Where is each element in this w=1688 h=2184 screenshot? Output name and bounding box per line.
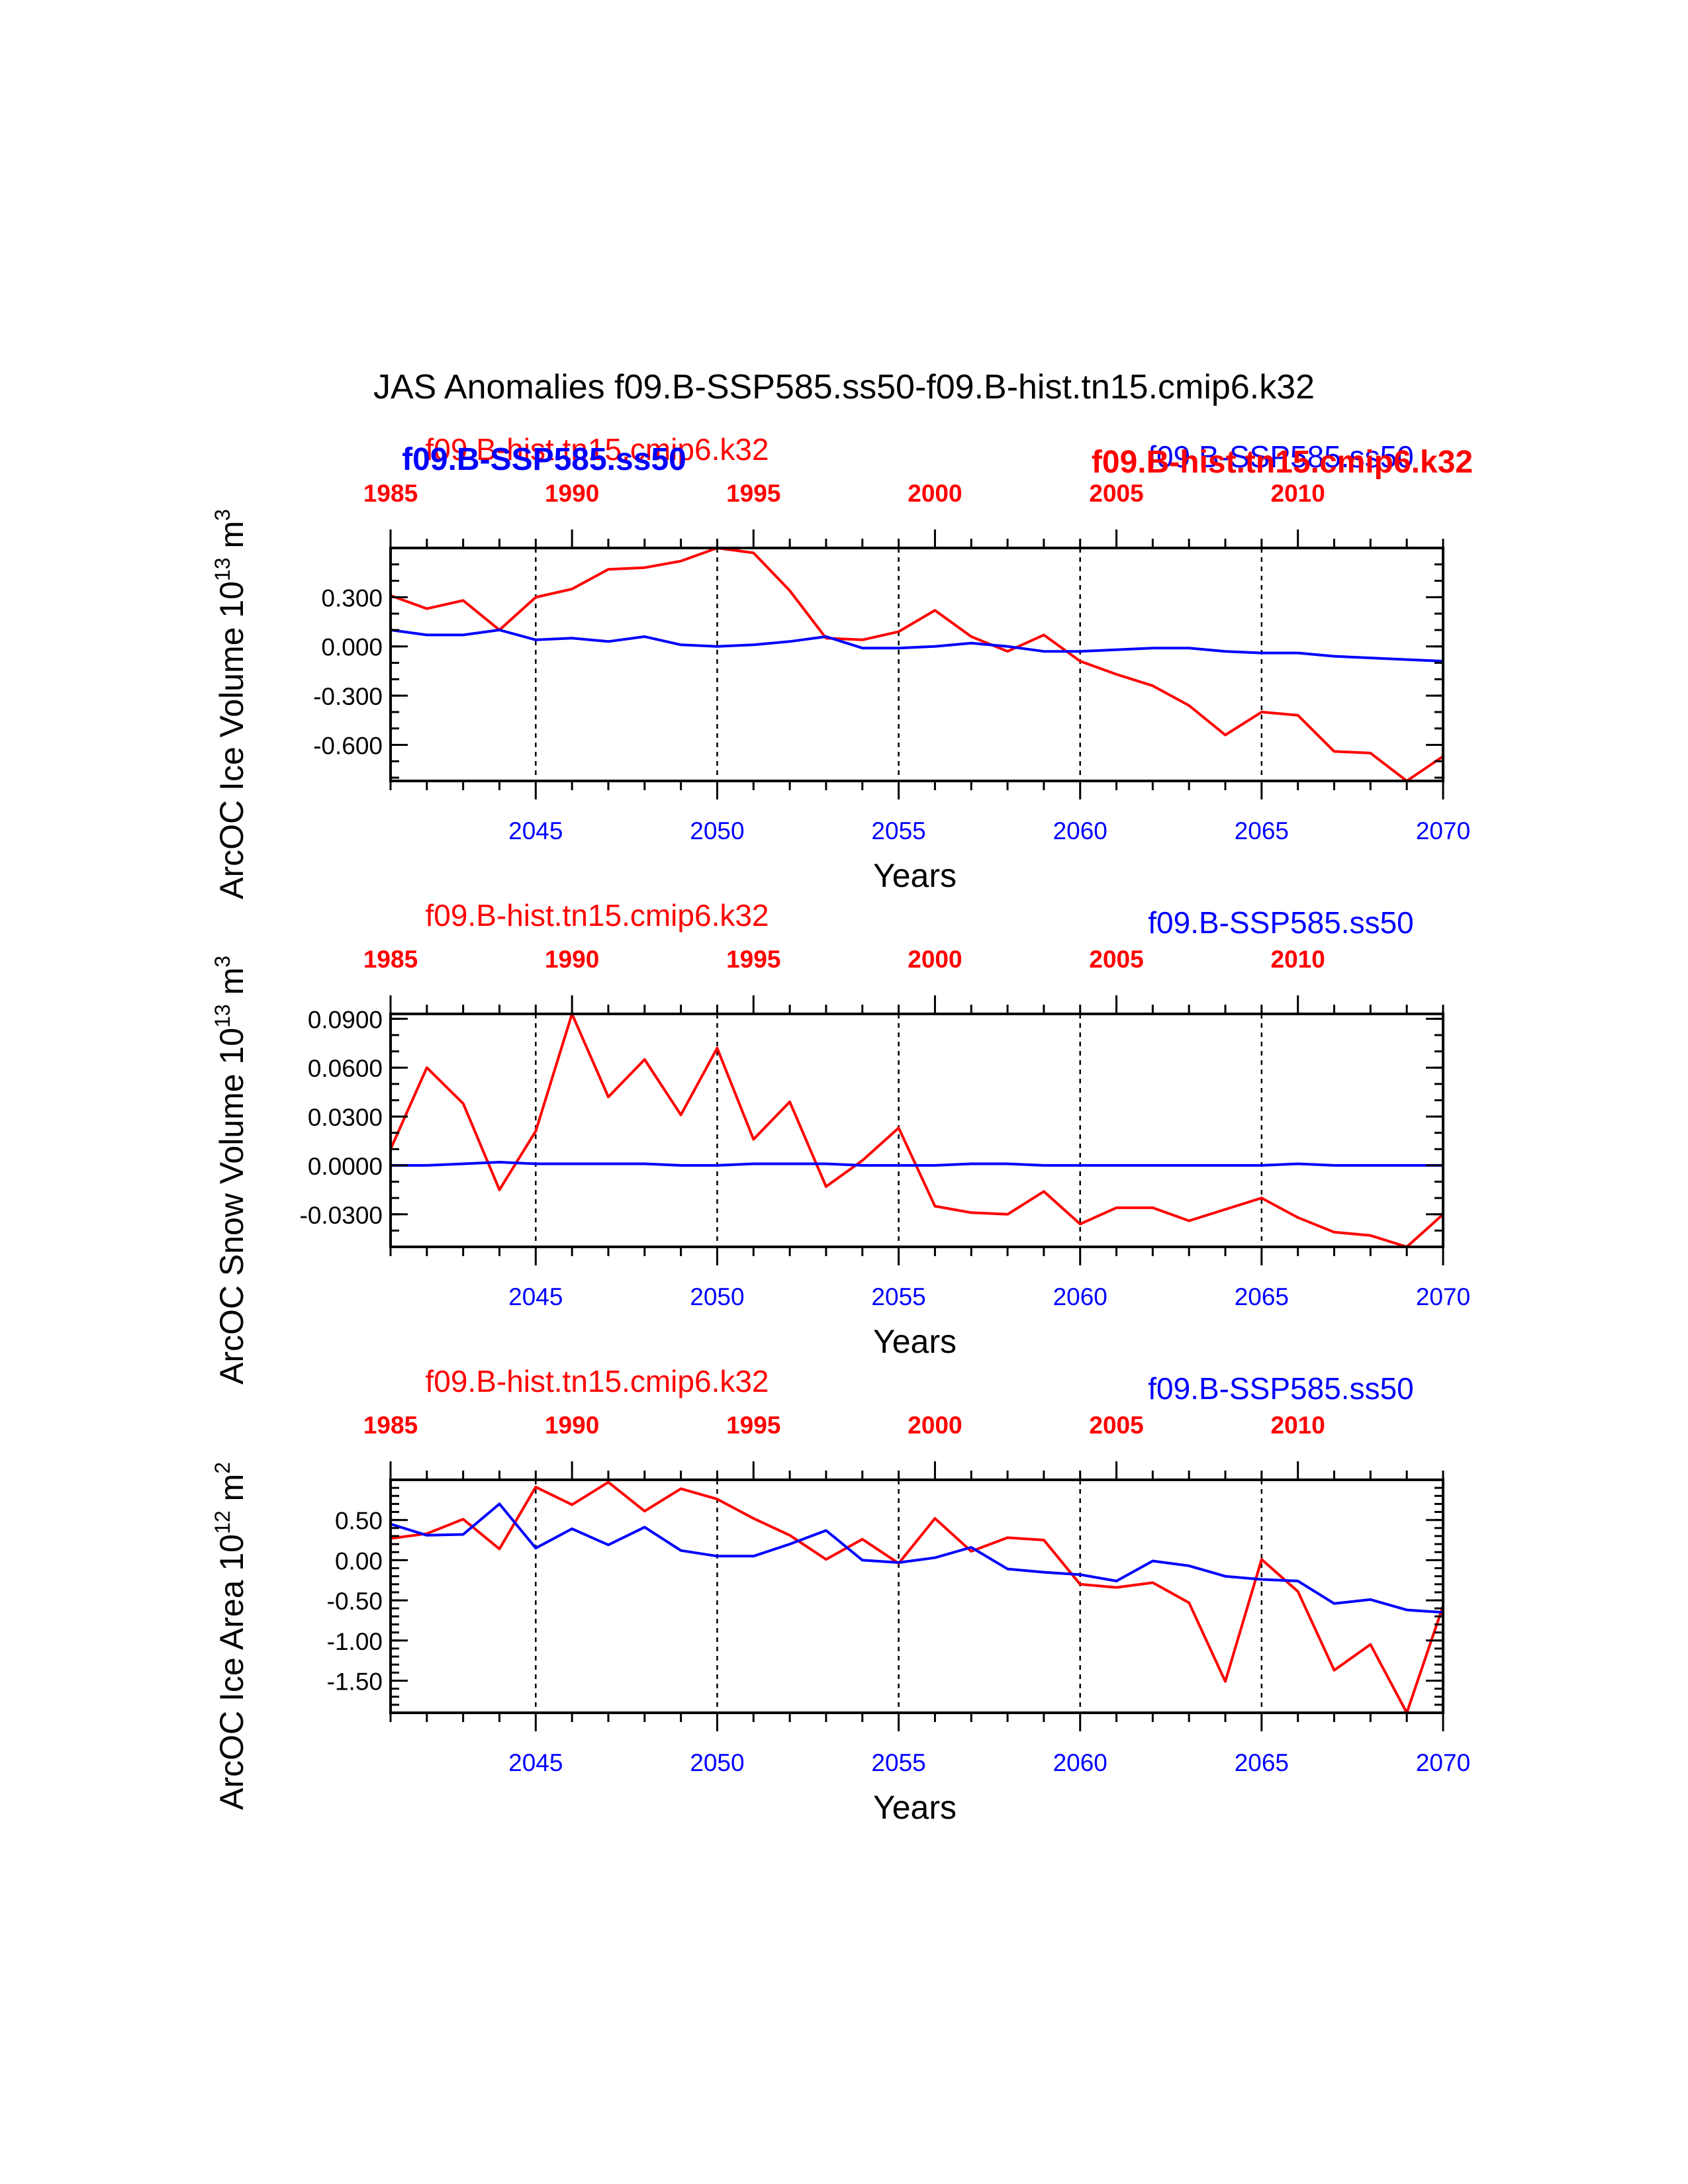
x-tick-label-bottom: 2055	[871, 1749, 925, 1776]
y-tick-label: 0.0300	[308, 1104, 383, 1131]
x-tick-label-top: 2005	[1089, 480, 1143, 507]
plot-frame	[389, 547, 1444, 782]
x-tick-label-bottom: 2050	[690, 1283, 744, 1310]
panel-3: 0.50 0.00 -0.50 -1.00 -1.50 2045 2050 2055 2060 2…	[211, 1364, 1470, 1826]
series-line-hist	[389, 1013, 1444, 1248]
panels: 0.300 0.000 -0.300 -0.600 2045 2050 2055 2060 20…	[211, 432, 1473, 1826]
top-label-ssp: f09.B-SSP585.ss50	[1148, 905, 1413, 940]
x-tick-label-bottom: 2055	[871, 1283, 925, 1310]
y-tick-label: 0.00	[335, 1547, 383, 1574]
x-tick-label-top: 1985	[363, 1412, 418, 1439]
x-tick-label-bottom: 2065	[1235, 1749, 1289, 1776]
y-axis-label: ArcOC Ice Volume 1013 m3	[211, 509, 250, 899]
top-label-hist: f09.B-hist.tn15.cmip6.k32	[425, 1364, 769, 1398]
top-label-ssp: f09.B-SSP585.ss50	[1148, 1371, 1413, 1406]
x-tick-label-top: 1990	[545, 480, 599, 507]
y-tick-label: -1.50	[327, 1668, 383, 1695]
series-line-ssp	[390, 1502, 1444, 1614]
x-tick-label-top: 1985	[363, 946, 418, 973]
y-tick-label: 0.0600	[308, 1055, 383, 1082]
x-tick-label-bottom: 2055	[871, 817, 925, 844]
x-tick-label-bottom: 2045	[508, 1283, 563, 1310]
series-line-ssp	[391, 1161, 1443, 1167]
x-tick-label-top: 2010	[1271, 1412, 1325, 1439]
y-tick-label: -0.0300	[300, 1202, 383, 1229]
x-tick-label-bottom: 2070	[1416, 1749, 1470, 1776]
x-axis-label: Years	[873, 1789, 957, 1826]
x-tick-label-bottom: 2065	[1235, 1283, 1289, 1310]
series-line-hist	[390, 1480, 1444, 1714]
panel-2: 0.0900 0.0600 0.0300 0.0000 -0.0300 2045 2050 2…	[211, 898, 1470, 1385]
x-tick-label-top: 2005	[1089, 1412, 1143, 1439]
y-tick-label: -0.50	[327, 1588, 383, 1615]
series-line-hist	[390, 547, 1444, 782]
y-tick-label: 0.0000	[308, 1153, 383, 1180]
x-tick-label-bottom: 2050	[690, 1749, 744, 1776]
figure-title: JAS Anomalies f09.B-SSP585.ss50-f09.B-hi…	[373, 368, 1315, 406]
x-tick-label-top: 2010	[1271, 946, 1325, 973]
x-tick-label-top: 1995	[726, 946, 780, 973]
y-tick-label: -0.300	[313, 683, 383, 710]
x-tick-label-top: 1990	[545, 946, 599, 973]
x-tick-label-top: 1985	[363, 480, 418, 507]
x-axis-label: Years	[873, 1323, 957, 1360]
overlay-label-hist: f09.B-hist.tn15.cmip6.k32	[1092, 445, 1473, 480]
x-tick-label-bottom: 2065	[1235, 817, 1289, 844]
x-tick-label-top: 1995	[726, 480, 780, 507]
plot-frame	[389, 1013, 1444, 1248]
x-tick-label-bottom: 2060	[1053, 817, 1107, 844]
x-tick-label-top: 2005	[1089, 946, 1143, 973]
y-tick-label: 0.50	[335, 1508, 383, 1535]
overlay-label-ssp: f09.B-SSP585.ss50	[402, 442, 686, 477]
plot-frame	[389, 1479, 1444, 1714]
x-tick-label-bottom: 2060	[1053, 1283, 1107, 1310]
y-axis-label: ArcOC Snow Volume 1013 m3	[211, 956, 250, 1385]
y-tick-label: -1.00	[327, 1628, 383, 1655]
panel-1: 0.300 0.000 -0.300 -0.600 2045 2050 2055 2060 20…	[211, 432, 1473, 899]
x-tick-label-bottom: 2060	[1053, 1749, 1107, 1776]
top-label-hist: f09.B-hist.tn15.cmip6.k32	[425, 898, 769, 933]
x-tick-label-top: 2000	[908, 946, 962, 973]
x-axis-label: Years	[873, 857, 957, 894]
x-tick-label-top: 1995	[726, 1412, 780, 1439]
top-label-ssp: f09.B-SSP585.ss50	[1148, 439, 1413, 474]
y-tick-label: 0.0900	[308, 1006, 383, 1033]
x-tick-label-top: 2000	[908, 1412, 962, 1439]
x-tick-label-bottom: 2070	[1416, 1283, 1470, 1310]
x-tick-label-top: 1990	[545, 1412, 599, 1439]
y-axis-label: ArcOC Ice Area 1012 m2	[211, 1462, 250, 1810]
y-tick-label: -0.600	[313, 732, 383, 759]
x-tick-label-bottom: 2045	[508, 817, 563, 844]
x-tick-label-top: 2010	[1271, 480, 1325, 507]
series-line-ssp	[390, 628, 1444, 662]
top-label-hist: f09.B-hist.tn15.cmip6.k32	[425, 432, 769, 467]
y-tick-label: 0.000	[321, 634, 383, 661]
y-tick-label: 0.300	[321, 584, 383, 612]
x-tick-label-bottom: 2070	[1416, 817, 1470, 844]
x-tick-label-top: 2000	[908, 480, 962, 507]
x-tick-label-bottom: 2050	[690, 817, 744, 844]
x-tick-label-bottom: 2045	[508, 1749, 563, 1776]
